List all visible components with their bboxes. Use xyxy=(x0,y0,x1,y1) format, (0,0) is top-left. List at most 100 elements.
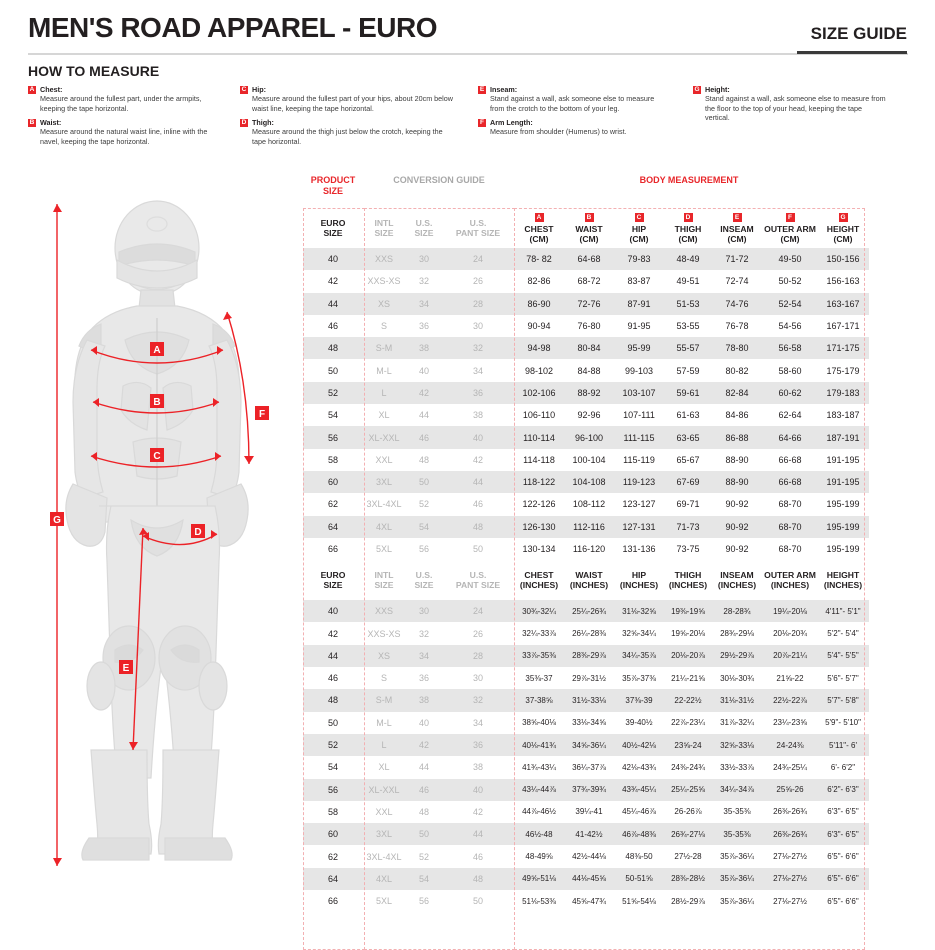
table-cell: 31⅛-32⅝ xyxy=(613,600,665,623)
measure-label-hip: Hip: xyxy=(252,85,266,94)
table-cell: 44⅛-45⅝ xyxy=(565,867,613,891)
table-cell: 55-57 xyxy=(665,337,711,360)
table-cell: 71-73 xyxy=(665,515,711,538)
table-cell: 88-90 xyxy=(725,454,749,465)
table-cell: 6'- 6'2" xyxy=(830,762,856,772)
table-cell: 19⅝-20⅛ xyxy=(671,629,705,639)
table-row: 48 S-M 38 32 94-98 80-84 95-99 55-57 78-80 56-58 1… xyxy=(303,337,869,360)
column-header-label: WAIST (INCHES) xyxy=(569,570,609,591)
column-header-inseam-cm: E INSEAM (CM) xyxy=(711,208,763,248)
badge-f-icon: F xyxy=(785,212,795,222)
table-cell: S xyxy=(380,321,387,332)
measure-desc-waist: Measure around the natural waist line, i… xyxy=(40,127,208,146)
cm-header-row: EURO SIZE INTL SIZE U.S. SIZE U.S. PANT SIZE A CH… xyxy=(303,208,869,248)
table-cell: 80-84 xyxy=(565,337,613,360)
table-cell: 99-103 xyxy=(624,365,654,376)
table-cell: 52 xyxy=(303,381,363,405)
badge-f-icon: F xyxy=(478,119,486,127)
table-cell: 36 xyxy=(418,321,429,332)
table-cell: 72-76 xyxy=(565,292,613,315)
table-cell: XXL xyxy=(375,454,393,465)
table-cell: 4XL xyxy=(363,515,405,538)
measure-column-4: G Height: Stand against a wall, ask some… xyxy=(693,85,888,128)
table-cell: 59-61 xyxy=(665,381,711,405)
figure-marker-g xyxy=(50,512,64,526)
table-cell: 50 xyxy=(327,365,338,376)
table-cell: 46 xyxy=(405,426,443,449)
column-header-u-s-pant-size: U.S. PANT SIZE xyxy=(443,208,513,248)
table-cell: 34 xyxy=(405,292,443,315)
column-header-euro-size: EURO SIZE xyxy=(303,560,363,600)
table-cell: 28⅜-29⅞ xyxy=(565,644,613,668)
column-header-intl-size: INTL SIZE xyxy=(363,560,405,600)
table-cell: 34 xyxy=(472,365,483,376)
table-cell: 68-70 xyxy=(778,544,802,554)
table-cell: 35⅞-36¼ xyxy=(720,896,754,906)
table-cell: XXS-XS xyxy=(367,628,401,639)
column-header-chest-inches: CHEST (INCHES) xyxy=(513,560,565,600)
table-cell: 33⅛-34⅝ xyxy=(572,718,606,728)
table-cell: XL-XXL xyxy=(363,426,405,449)
column-header-label: HEIGHT (CM) xyxy=(826,223,860,244)
table-cell: 90-92 xyxy=(725,544,749,554)
measure-desc-chest: Measure around the fullest part, under t… xyxy=(40,94,202,113)
table-cell: 112-116 xyxy=(565,515,613,538)
table-cell: 45¼-46⅞ xyxy=(622,807,656,817)
table-cell: 95-99 xyxy=(613,337,665,360)
table-cell: 3XL xyxy=(363,823,405,846)
table-cell: 195-199 xyxy=(817,515,869,538)
table-cell: 116-120 xyxy=(572,544,606,554)
table-cell: 50-52 xyxy=(778,276,802,287)
table-cell: 100-104 xyxy=(572,454,606,465)
table-cell: 48⅜-50 xyxy=(625,852,653,862)
table-cell: 44 xyxy=(443,470,513,494)
table-cell: 20⅞-21¼ xyxy=(763,644,817,668)
table-cell: 26 xyxy=(472,276,483,287)
column-header-thigh-inches: THIGH (INCHES) xyxy=(665,560,711,600)
table-cell: 42⅛-43¾ xyxy=(622,762,656,772)
table-cell: 29⅞-31½ xyxy=(572,673,606,683)
table-cell: 51-53 xyxy=(665,292,711,315)
table-cell: 34¼-35⅞ xyxy=(613,644,665,668)
table-cell: 64-68 xyxy=(565,248,613,271)
table-cell: XL xyxy=(378,762,390,773)
table-cell: 56 xyxy=(418,896,429,907)
badge-a-icon: A xyxy=(28,86,36,94)
column-header-label: THIGH (CM) xyxy=(674,223,702,244)
table-cell: M-L xyxy=(376,717,392,728)
table-row: 56 XL-XXL 46 40 110-114 96-100 111-115 63-65 86-… xyxy=(303,426,869,449)
table-cell: 52 xyxy=(418,851,429,862)
table-cell: 32 xyxy=(443,689,513,712)
table-cell: 42 xyxy=(327,628,338,639)
table-cell: 19⅜-19⅝ xyxy=(665,600,711,623)
table-cell: 42 xyxy=(472,454,483,465)
badge-e-icon: E xyxy=(478,86,486,94)
table-cell: 37-38⅝ xyxy=(513,689,565,712)
table-cell: 6'5"- 6'6" xyxy=(827,896,859,906)
table-cell: 103-107 xyxy=(613,381,665,405)
badge-g-icon: G xyxy=(693,86,701,94)
table-cell: 62-64 xyxy=(778,410,802,421)
table-cell: 191-195 xyxy=(817,470,869,494)
column-header-label: OUTER ARM (INCHES) xyxy=(764,570,816,591)
table-cell: 68-70 xyxy=(778,499,802,510)
table-cell: 106-110 xyxy=(522,410,556,421)
table-row: 52 L 42 36 102-106 88-92 103-107 59-61 82-84 60-6… xyxy=(303,381,869,405)
table-cell: 50-51⅝ xyxy=(613,867,665,891)
table-cell: 37¾-39¾ xyxy=(565,778,613,801)
table-cell: 73-75 xyxy=(676,544,700,554)
table-cell: 48 xyxy=(303,689,363,712)
table-cell: 34 xyxy=(405,644,443,668)
table-cell: 32⅝-33⅛ xyxy=(711,733,763,757)
column-header-intl-size: INTL SIZE xyxy=(363,208,405,248)
table-cell: 45⅝-47¾ xyxy=(572,896,606,906)
column-header-chest-cm: A CHEST (CM) xyxy=(513,208,565,248)
table-cell: 62 xyxy=(327,499,338,510)
table-cell: 71-72 xyxy=(711,248,763,271)
table-cell: 24¾-25¼ xyxy=(773,762,807,772)
column-header-label: THIGH (INCHES) xyxy=(668,570,708,591)
table-cell: 104-108 xyxy=(565,470,613,494)
table-cell: 66-68 xyxy=(763,470,817,494)
column-header-u-s-size: U.S. SIZE xyxy=(405,560,443,600)
size-table-container: PRODUCT SIZE CONVERSION GUIDE BODY MEASU… xyxy=(303,175,869,950)
